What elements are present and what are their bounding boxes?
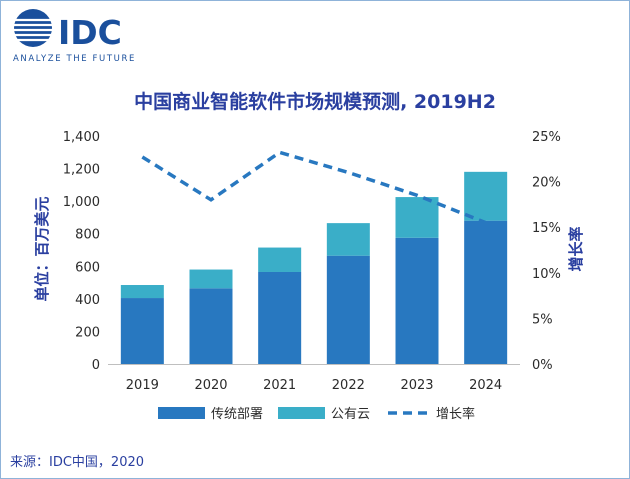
y-tick-label: 400	[75, 293, 100, 308]
bar-onprem	[120, 298, 164, 364]
chart-title: 中国商业智能软件市场规模预测, 2019H2	[134, 90, 496, 113]
bar-onprem	[464, 220, 508, 364]
y2-tick-label: 10%	[532, 267, 561, 282]
x-tick-label: 2023	[400, 378, 433, 393]
bar-cloud	[258, 247, 302, 272]
y-tick-label: 1,200	[63, 163, 100, 178]
y2-tick-label: 20%	[532, 176, 561, 191]
y2-tick-label: 15%	[532, 221, 561, 236]
bar-onprem	[258, 271, 302, 364]
bar-cloud	[189, 269, 233, 289]
y-tick-label: 200	[75, 325, 100, 340]
x-tick-label: 2019	[126, 378, 159, 393]
bar-onprem	[395, 237, 439, 364]
idc-logo: IDC ANALYZE THE FUTURE	[13, 9, 136, 64]
legend-swatch	[158, 407, 205, 419]
y-tick-label: 600	[75, 260, 100, 275]
legend: 传统部署 公有云 增长率	[158, 406, 475, 422]
growth-rate-line	[141, 150, 487, 225]
x-tick-label: 2022	[332, 378, 365, 393]
x-tick-label: 2024	[469, 378, 502, 393]
y-tick-label: 1,400	[63, 130, 100, 145]
bar-cloud	[395, 197, 439, 238]
y2-tick-label: 25%	[532, 130, 561, 145]
bar-cloud	[120, 285, 164, 299]
legend-swatch	[278, 407, 325, 419]
y-tick-label: 0	[92, 358, 100, 373]
source-note: 来源：IDC中国，2020	[10, 455, 144, 470]
y-tick-label: 1,000	[63, 195, 100, 210]
legend-label: 传统部署	[211, 407, 263, 422]
x-tick-label: 2020	[194, 378, 227, 393]
globe-icon	[14, 9, 52, 47]
y-tick-label: 800	[75, 228, 100, 243]
x-tick-label: 2021	[263, 378, 296, 393]
brand-tagline: ANALYZE THE FUTURE	[13, 54, 136, 64]
bar-onprem	[326, 255, 370, 364]
bar-cloud	[326, 223, 370, 256]
legend-label: 公有云	[331, 407, 370, 422]
y-axis-label: 单位：百万美元	[33, 196, 51, 301]
brand-name: IDC	[58, 13, 122, 52]
plot-area: 0 200 400 600 800 1,000 1,200 1,400 0% 5% 10% 15% 20…	[63, 130, 561, 393]
bar-onprem	[189, 288, 233, 364]
y2-tick-label: 5%	[532, 312, 553, 327]
bar-cloud	[464, 171, 508, 221]
y2-tick-label: 0%	[532, 358, 553, 373]
legend-label: 增长率	[436, 406, 475, 422]
y2-axis-label: 增长率	[567, 226, 585, 271]
